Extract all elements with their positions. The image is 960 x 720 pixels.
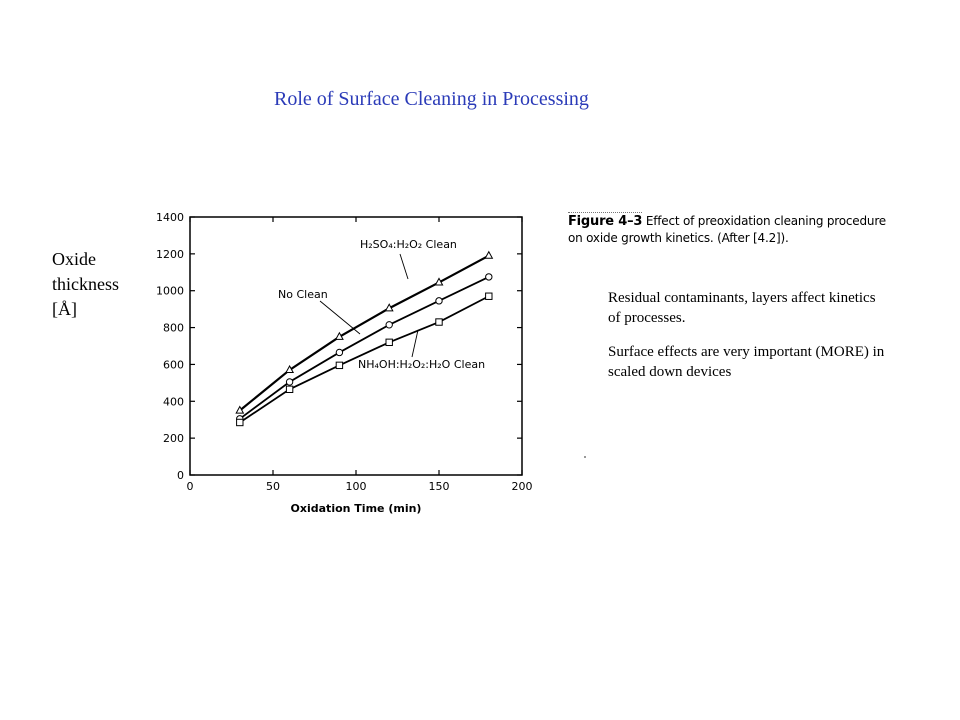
figure-label: Figure 4–3 (568, 212, 643, 229)
x-tick-label: 0 (187, 480, 194, 493)
square-marker (485, 292, 493, 300)
figure-caption: Figure 4–3 Effect of preoxidation cleani… (568, 212, 886, 246)
x-tick-label: 100 (346, 480, 367, 493)
oxide-thickness-label: Oxide thickness [Å] (52, 247, 142, 322)
x-axis-title: Oxidation Time (min) (291, 502, 422, 515)
triangle-marker (235, 405, 245, 414)
caption-text-1: Effect of preoxidation cleaning procedur… (645, 214, 886, 228)
plot-frame (189, 216, 523, 476)
y-tick-label: 600 (163, 358, 184, 371)
note-surface-effects: Surface effects are very important (MORE… (608, 344, 885, 380)
square-marker (236, 418, 244, 427)
y-tick-label: 1400 (156, 211, 184, 224)
x-tick-label: 150 (429, 480, 450, 493)
series-line (239, 295, 490, 424)
caption-text-2: on oxide growth kinetics. (After [4.2]). (568, 231, 789, 245)
slide-title: Role of Surface Cleaning in Processing (274, 88, 589, 110)
circle-marker (385, 321, 393, 329)
series-leader-line (319, 300, 361, 335)
side-label-line-3: [Å] (52, 299, 77, 319)
circle-marker (435, 297, 443, 305)
oxide-growth-chart: 0 200 400 600 800 1000 1200 1400 0 50 100 150 200 Oxi… (156, 211, 533, 515)
square-marker (385, 338, 393, 347)
y-tick-label: 200 (163, 432, 184, 445)
y-tick-label: 1200 (156, 248, 184, 261)
y-tick-label: 400 (163, 395, 184, 408)
square-marker (435, 318, 443, 326)
triangle-marker (334, 331, 344, 340)
triangle-marker (384, 303, 394, 312)
circle-marker (335, 348, 344, 357)
triangle-marker (285, 364, 295, 374)
y-tick-label: 0 (177, 469, 184, 482)
square-marker (285, 385, 294, 394)
note-contaminants: Residual contaminants, layers affect kin… (608, 290, 876, 326)
circle-marker (485, 273, 493, 281)
y-tick-label: 800 (163, 322, 184, 335)
series-leader-line (399, 253, 409, 280)
triangle-marker (434, 277, 444, 286)
series-label: H₂SO₄:H₂O₂ Clean (360, 238, 457, 251)
triangle-marker (484, 250, 494, 259)
series-line (239, 276, 490, 420)
side-label-line-2: thickness (52, 274, 119, 294)
notes-block: Residual contaminants, layers affect kin… (608, 288, 888, 396)
caption-line-1: Figure 4–3 Effect of preoxidation cleani… (568, 212, 886, 230)
y-tick-label: 1000 (156, 285, 184, 298)
x-tick-label: 200 (512, 480, 533, 493)
square-marker (335, 361, 344, 370)
series-label: NH₄OH:H₂O₂:H₂O Clean (358, 358, 485, 371)
x-tick-label: 50 (266, 480, 280, 493)
side-label-line-1: Oxide (52, 249, 96, 269)
series-label: No Clean (278, 288, 328, 301)
series-leader-line (411, 329, 419, 358)
series-line (239, 254, 490, 412)
stray-dot (584, 456, 586, 458)
circle-marker (285, 378, 294, 386)
